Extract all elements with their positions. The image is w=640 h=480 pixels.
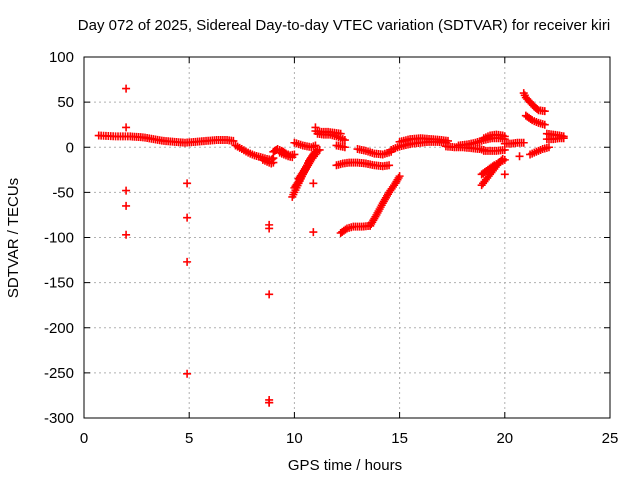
data-point bbox=[122, 123, 131, 132]
x-tick-label: 0 bbox=[80, 430, 88, 447]
data-point bbox=[395, 172, 404, 181]
data-point bbox=[500, 155, 509, 164]
data-point bbox=[533, 105, 542, 114]
x-tick-label: 5 bbox=[185, 430, 193, 447]
data-point bbox=[122, 201, 131, 210]
data-point bbox=[315, 145, 324, 154]
data-point bbox=[183, 257, 192, 266]
data-point bbox=[309, 179, 318, 188]
data-point bbox=[265, 224, 274, 233]
y-tick-label: -100 bbox=[44, 230, 74, 247]
y-tick-label: -150 bbox=[44, 275, 74, 292]
y-tick-label: 100 bbox=[49, 49, 74, 66]
data-point bbox=[540, 107, 549, 116]
data-point bbox=[340, 136, 349, 145]
data-point bbox=[269, 158, 278, 167]
data-point bbox=[394, 173, 403, 182]
data-point bbox=[122, 186, 131, 195]
x-tick-labels: 0 5 10 15 20 25 bbox=[80, 430, 619, 447]
data-point bbox=[265, 290, 274, 299]
data-point bbox=[183, 213, 192, 222]
x-tick-label: 20 bbox=[496, 430, 513, 447]
x-tick-label: 25 bbox=[602, 430, 619, 447]
data-point bbox=[519, 138, 528, 147]
data-point bbox=[309, 228, 318, 237]
plot-frame bbox=[83, 56, 611, 419]
chart-title: Day 072 of 2025, Sidereal Day-to-day VTE… bbox=[78, 17, 610, 34]
data-point bbox=[341, 225, 350, 234]
y-axis-label: SDTVAR / TECUs bbox=[5, 178, 22, 298]
data-point bbox=[500, 170, 509, 179]
data-point bbox=[515, 152, 524, 161]
y-tick-label: -300 bbox=[44, 410, 74, 427]
data-point bbox=[544, 143, 553, 152]
data-point bbox=[500, 132, 509, 141]
x-axis-label: GPS time / hours bbox=[288, 457, 402, 474]
data-point bbox=[311, 123, 320, 132]
y-tick-label: -250 bbox=[44, 365, 74, 382]
data-points bbox=[94, 84, 568, 407]
data-point bbox=[183, 179, 192, 188]
data-point bbox=[311, 141, 320, 150]
axis-ticks bbox=[83, 56, 611, 419]
data-point bbox=[229, 136, 238, 145]
y-tick-label: -50 bbox=[52, 184, 74, 201]
data-point bbox=[265, 398, 274, 407]
data-point bbox=[183, 369, 192, 378]
data-point bbox=[559, 134, 568, 143]
y-tick-label: -200 bbox=[44, 320, 74, 337]
data-point bbox=[340, 143, 349, 152]
grid-lines bbox=[84, 57, 610, 418]
x-tick-label: 10 bbox=[286, 430, 303, 447]
data-point bbox=[385, 161, 394, 170]
data-point bbox=[540, 120, 549, 129]
data-point bbox=[122, 84, 131, 93]
x-tick-label: 15 bbox=[391, 430, 408, 447]
y-tick-label: 50 bbox=[57, 94, 74, 111]
data-point bbox=[288, 153, 297, 162]
y-tick-label: 0 bbox=[66, 139, 74, 156]
data-point bbox=[122, 230, 131, 239]
y-tick-labels: 100 50 0 -50 -100 -150 -200 -250 -300 bbox=[44, 49, 74, 427]
